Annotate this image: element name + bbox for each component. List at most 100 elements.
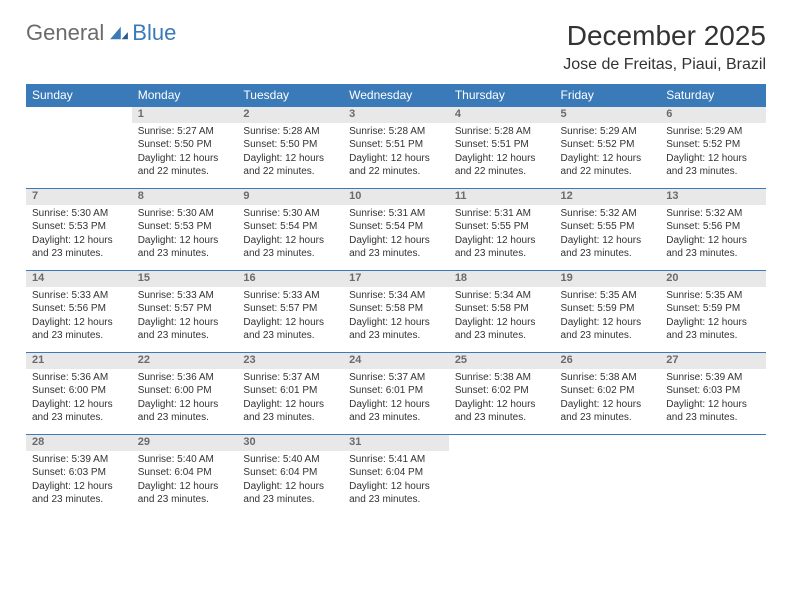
sunset-line: Sunset: 5:53 PM [32, 220, 126, 234]
day-content-cell: Sunrise: 5:33 AMSunset: 5:57 PMDaylight:… [132, 287, 238, 353]
sunset-line: Sunset: 5:58 PM [349, 302, 443, 316]
day-number-cell [449, 435, 555, 451]
daylight-line: Daylight: 12 hours and 23 minutes. [138, 480, 232, 507]
sunrise-line: Sunrise: 5:30 AM [138, 207, 232, 221]
day-content-cell: Sunrise: 5:40 AMSunset: 6:04 PMDaylight:… [237, 451, 343, 517]
day-number-cell: 24 [343, 353, 449, 369]
weekday-header: Wednesday [343, 84, 449, 107]
day-number-cell: 31 [343, 435, 449, 451]
sunrise-line: Sunrise: 5:37 AM [243, 371, 337, 385]
sunrise-line: Sunrise: 5:27 AM [138, 125, 232, 139]
sunrise-line: Sunrise: 5:39 AM [32, 453, 126, 467]
sunrise-line: Sunrise: 5:40 AM [138, 453, 232, 467]
day-content-cell: Sunrise: 5:30 AMSunset: 5:53 PMDaylight:… [26, 205, 132, 271]
day-number-row: 123456 [26, 107, 766, 123]
sunset-line: Sunset: 6:00 PM [32, 384, 126, 398]
day-content-cell: Sunrise: 5:29 AMSunset: 5:52 PMDaylight:… [660, 123, 766, 189]
sunrise-line: Sunrise: 5:28 AM [243, 125, 337, 139]
sunrise-line: Sunrise: 5:30 AM [243, 207, 337, 221]
sunrise-line: Sunrise: 5:37 AM [349, 371, 443, 385]
sunset-line: Sunset: 5:58 PM [455, 302, 549, 316]
daylight-line: Daylight: 12 hours and 23 minutes. [349, 316, 443, 343]
day-content-cell: Sunrise: 5:31 AMSunset: 5:55 PMDaylight:… [449, 205, 555, 271]
day-number-row: 21222324252627 [26, 353, 766, 369]
day-content-cell: Sunrise: 5:39 AMSunset: 6:03 PMDaylight:… [660, 369, 766, 435]
day-content-cell [555, 451, 661, 517]
daylight-line: Daylight: 12 hours and 23 minutes. [138, 316, 232, 343]
day-content-cell: Sunrise: 5:39 AMSunset: 6:03 PMDaylight:… [26, 451, 132, 517]
sunrise-line: Sunrise: 5:29 AM [666, 125, 760, 139]
sunset-line: Sunset: 6:02 PM [561, 384, 655, 398]
daylight-line: Daylight: 12 hours and 23 minutes. [561, 316, 655, 343]
day-content-cell: Sunrise: 5:28 AMSunset: 5:50 PMDaylight:… [237, 123, 343, 189]
day-number-cell [555, 435, 661, 451]
daylight-line: Daylight: 12 hours and 23 minutes. [243, 316, 337, 343]
sunset-line: Sunset: 5:57 PM [138, 302, 232, 316]
header: General Blue December 2025 Jose de Freit… [26, 20, 766, 74]
sunrise-line: Sunrise: 5:35 AM [561, 289, 655, 303]
daylight-line: Daylight: 12 hours and 23 minutes. [32, 316, 126, 343]
sunrise-line: Sunrise: 5:33 AM [32, 289, 126, 303]
day-number-cell: 16 [237, 271, 343, 287]
sunset-line: Sunset: 5:56 PM [666, 220, 760, 234]
sunrise-line: Sunrise: 5:32 AM [561, 207, 655, 221]
day-number-cell: 30 [237, 435, 343, 451]
daylight-line: Daylight: 12 hours and 23 minutes. [455, 316, 549, 343]
day-number-cell: 20 [660, 271, 766, 287]
sunrise-line: Sunrise: 5:36 AM [32, 371, 126, 385]
day-number-cell: 23 [237, 353, 343, 369]
weekday-header: Thursday [449, 84, 555, 107]
day-content-cell: Sunrise: 5:27 AMSunset: 5:50 PMDaylight:… [132, 123, 238, 189]
sunrise-line: Sunrise: 5:34 AM [455, 289, 549, 303]
day-number-cell: 9 [237, 189, 343, 205]
day-content-row: Sunrise: 5:33 AMSunset: 5:56 PMDaylight:… [26, 287, 766, 353]
sunrise-line: Sunrise: 5:38 AM [561, 371, 655, 385]
day-number-row: 28293031 [26, 435, 766, 451]
day-content-cell: Sunrise: 5:32 AMSunset: 5:56 PMDaylight:… [660, 205, 766, 271]
daylight-line: Daylight: 12 hours and 23 minutes. [32, 234, 126, 261]
sunset-line: Sunset: 5:54 PM [349, 220, 443, 234]
day-content-cell: Sunrise: 5:30 AMSunset: 5:53 PMDaylight:… [132, 205, 238, 271]
day-number-cell: 19 [555, 271, 661, 287]
day-content-cell: Sunrise: 5:32 AMSunset: 5:55 PMDaylight:… [555, 205, 661, 271]
day-number-cell: 11 [449, 189, 555, 205]
day-content-cell: Sunrise: 5:38 AMSunset: 6:02 PMDaylight:… [449, 369, 555, 435]
sunrise-line: Sunrise: 5:33 AM [243, 289, 337, 303]
sunset-line: Sunset: 5:54 PM [243, 220, 337, 234]
sunrise-line: Sunrise: 5:30 AM [32, 207, 126, 221]
day-number-cell: 25 [449, 353, 555, 369]
sunrise-line: Sunrise: 5:41 AM [349, 453, 443, 467]
day-number-cell: 29 [132, 435, 238, 451]
sunset-line: Sunset: 6:04 PM [243, 466, 337, 480]
day-number-cell: 13 [660, 189, 766, 205]
calendar-header: SundayMondayTuesdayWednesdayThursdayFrid… [26, 84, 766, 107]
day-number-cell: 15 [132, 271, 238, 287]
logo: General Blue [26, 20, 176, 46]
daylight-line: Daylight: 12 hours and 23 minutes. [561, 234, 655, 261]
day-number-cell: 10 [343, 189, 449, 205]
day-number-cell: 18 [449, 271, 555, 287]
day-number-cell: 4 [449, 107, 555, 123]
sunrise-line: Sunrise: 5:34 AM [349, 289, 443, 303]
weekday-header: Tuesday [237, 84, 343, 107]
daylight-line: Daylight: 12 hours and 23 minutes. [349, 234, 443, 261]
sunrise-line: Sunrise: 5:31 AM [455, 207, 549, 221]
sunrise-line: Sunrise: 5:40 AM [243, 453, 337, 467]
day-number-cell: 26 [555, 353, 661, 369]
day-content-row: Sunrise: 5:30 AMSunset: 5:53 PMDaylight:… [26, 205, 766, 271]
daylight-line: Daylight: 12 hours and 23 minutes. [32, 398, 126, 425]
daylight-line: Daylight: 12 hours and 23 minutes. [455, 398, 549, 425]
sunrise-line: Sunrise: 5:29 AM [561, 125, 655, 139]
day-number-cell: 22 [132, 353, 238, 369]
day-content-cell: Sunrise: 5:34 AMSunset: 5:58 PMDaylight:… [449, 287, 555, 353]
day-content-row: Sunrise: 5:27 AMSunset: 5:50 PMDaylight:… [26, 123, 766, 189]
sunset-line: Sunset: 6:03 PM [32, 466, 126, 480]
daylight-line: Daylight: 12 hours and 22 minutes. [455, 152, 549, 179]
sunrise-line: Sunrise: 5:28 AM [349, 125, 443, 139]
day-number-row: 14151617181920 [26, 271, 766, 287]
daylight-line: Daylight: 12 hours and 23 minutes. [243, 398, 337, 425]
daylight-line: Daylight: 12 hours and 23 minutes. [243, 480, 337, 507]
day-number-cell: 8 [132, 189, 238, 205]
daylight-line: Daylight: 12 hours and 23 minutes. [349, 398, 443, 425]
day-number-cell: 21 [26, 353, 132, 369]
